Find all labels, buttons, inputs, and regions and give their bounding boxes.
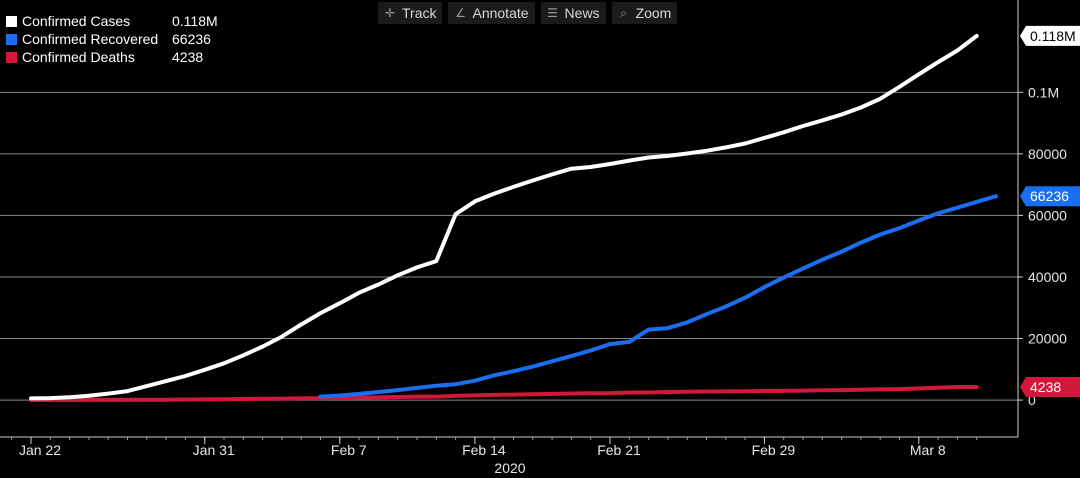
zoom-label: Zoom [635,5,672,21]
y-tick-label: 0.1M [1028,84,1059,100]
track-label: Track [402,5,437,21]
y-tick-label: 60000 [1028,207,1067,223]
legend-swatch-cases [6,15,17,27]
value-tag: 0.118M [1020,25,1080,46]
x-tick-label: Mar 8 [910,442,946,458]
zoom-button[interactable]: ⌕ Zoom [611,2,678,24]
y-tick-label: 40000 [1028,269,1067,285]
x-tick-label: Jan 31 [193,442,235,458]
crosshair-icon: ✛ [384,6,396,20]
annotate-button[interactable]: ∠ Annotate [448,2,535,24]
track-button[interactable]: ✛ Track [378,2,443,24]
legend-entry-recovered[interactable]: Confirmed Recovered 66236 [6,30,218,48]
y-tick-label: 20000 [1028,331,1067,347]
legend-value: 4238 [172,49,204,65]
series-layer [29,33,998,402]
series-line-0 [29,33,979,401]
legend-name: Confirmed Cases [22,13,131,29]
legend-swatch-recovered [6,33,17,45]
legend-name: Confirmed Recovered [22,31,159,47]
gridlines [0,91,1018,401]
y-tick-label: 0 [1028,392,1036,408]
value-tag-box [1020,377,1080,398]
x-tick-label: Feb 21 [597,442,641,458]
news-icon: ☰ [547,6,558,20]
legend-entry-cases[interactable]: Confirmed Cases 0.118M [6,12,218,30]
value-tag-box [1020,25,1080,46]
value-tag-label: 66236 [1030,188,1069,204]
value-tag: 4238 [1020,377,1080,398]
legend-entry-deaths[interactable]: Confirmed Deaths 4238 [6,48,218,66]
x-tick-label: Feb 14 [462,442,506,458]
legend-name: Confirmed Deaths [22,49,135,65]
x-axis-title: 2020 [494,460,525,476]
magnifier-icon: ⌕ [620,5,627,20]
x-tick-label: Feb 29 [752,442,796,458]
legend-value: 66236 [172,31,211,47]
series-line-1 [318,194,998,399]
value-tag: 66236 [1020,186,1080,207]
value-tags: 0.118M 66236 4238 [1020,25,1080,398]
x-tick-label: Feb 7 [331,442,367,458]
series-line-2 [29,385,979,402]
value-tag-label: 4238 [1030,379,1061,395]
chart-legend: Confirmed Cases 0.118M Confirmed Recover… [2,10,222,68]
chart-toolbar: ✛ Track ∠ Annotate ☰ News ⌕ Zoom [378,2,678,24]
value-tag-box [1020,186,1080,207]
x-tick-label: Jan 22 [19,442,61,458]
news-button[interactable]: ☰ News [540,2,606,24]
legend-swatch-deaths [6,51,17,63]
annotate-label: Annotate [472,5,529,21]
news-label: News [564,5,600,21]
pencil-icon: ∠ [455,6,466,20]
value-tag-label: 0.118M [1030,28,1076,44]
y-tick-label: 80000 [1028,146,1067,162]
legend-value: 0.118M [172,13,218,29]
